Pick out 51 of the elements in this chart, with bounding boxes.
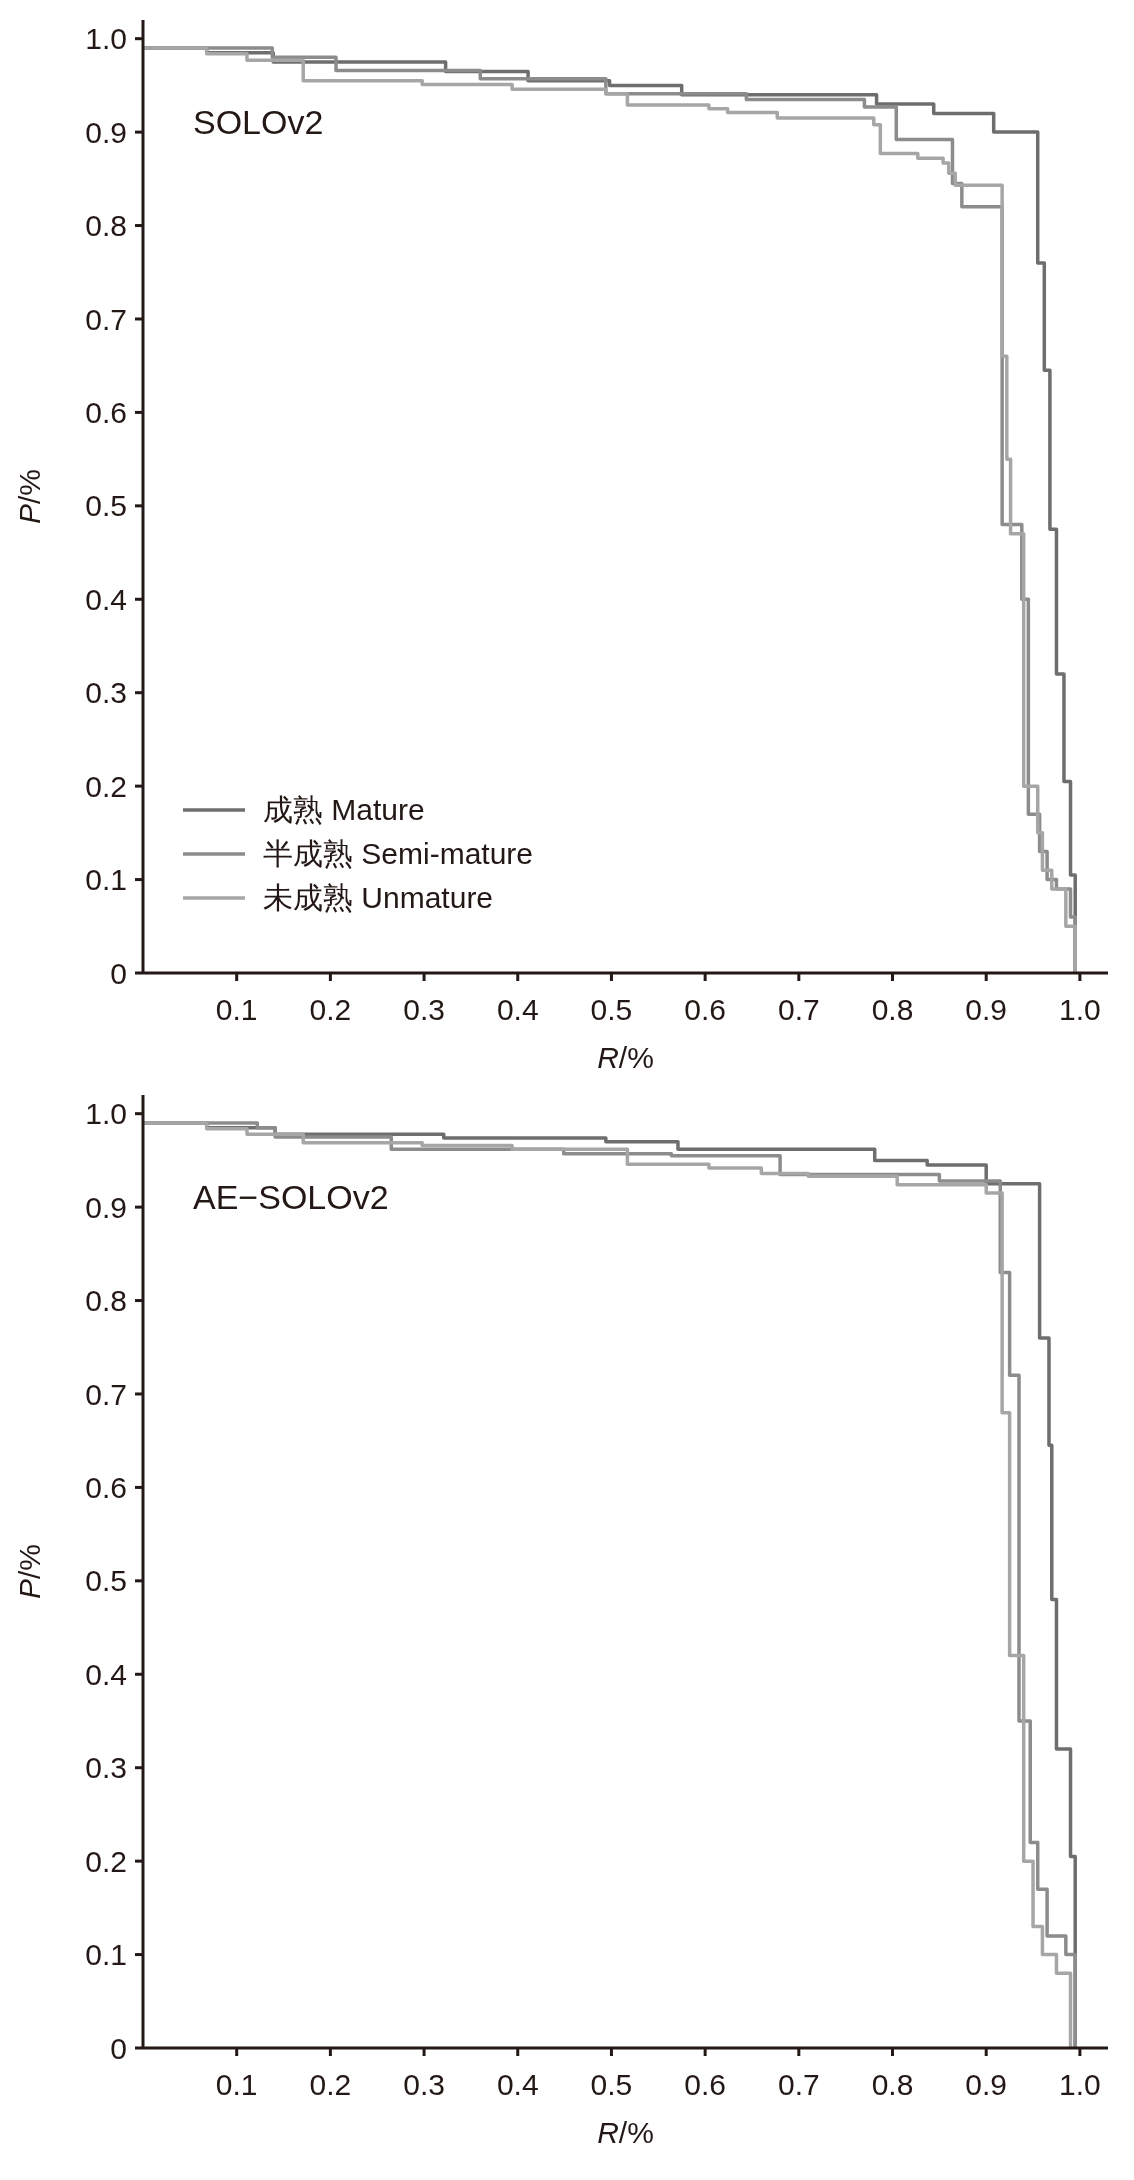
legend-label: 未成熟 Unmature: [263, 879, 494, 916]
y-tick-label: 1.0: [85, 22, 127, 56]
x-tick-label: 0.9: [965, 993, 1008, 1027]
y-tick-label: 0.7: [85, 1377, 127, 1411]
x-tick-label: 0.9: [965, 2068, 1008, 2102]
x-tick-label: 0.4: [496, 993, 539, 1027]
x-tick-label: 0.3: [403, 2068, 445, 2102]
x-tick-label: 0.1: [215, 993, 258, 1027]
y-tick-label: 1.0: [85, 1097, 127, 1131]
y-tick-label: 0.9: [85, 115, 127, 149]
annotation: AE−SOLOv2: [193, 1178, 389, 1217]
x-tick-label: 0.5: [590, 2068, 633, 2102]
legend-label: 成熟 Mature: [263, 791, 425, 828]
y-tick-label: 0: [110, 2031, 127, 2065]
y-tick-label: 0.2: [85, 769, 127, 803]
x-tick-label: 0.8: [871, 2068, 914, 2102]
x-tick-label: 1.0: [1059, 2068, 1101, 2102]
y-tick-label: 0.4: [85, 1657, 127, 1691]
y-tick-label: 0.8: [85, 209, 127, 243]
y-tick-label: 0.5: [85, 1564, 127, 1598]
y-axis-title: P/%: [13, 468, 46, 525]
x-tick-label: 0.2: [309, 993, 352, 1027]
annotation: SOLOv2: [193, 103, 324, 142]
x-tick-label: 0.4: [496, 2068, 539, 2102]
x-tick-label: 0.3: [403, 993, 445, 1027]
x-tick-label: 0.2: [309, 2068, 352, 2102]
y-tick-label: 0.4: [85, 582, 127, 616]
y-tick-label: 0.6: [85, 1471, 127, 1505]
x-axis-title: R/%: [597, 2116, 654, 2149]
y-tick-label: 0.3: [85, 1751, 127, 1785]
y-tick-label: 0.3: [85, 676, 127, 710]
x-axis-title: R/%: [597, 1041, 654, 1074]
y-tick-label: 0.9: [85, 1190, 127, 1224]
x-tick-label: 0.5: [590, 993, 633, 1027]
x-tick-label: 0.1: [215, 2068, 258, 2102]
y-tick-label: 0.1: [85, 1938, 127, 1972]
y-tick-label: 0: [110, 956, 127, 990]
x-tick-label: 0.7: [777, 993, 820, 1027]
legend-label: 半成熟 Semi-mature: [263, 835, 534, 872]
y-tick-label: 0.2: [85, 1844, 127, 1878]
x-tick-label: 1.0: [1059, 993, 1101, 1027]
y-tick-label: 0.7: [85, 302, 127, 336]
x-tick-label: 0.7: [777, 2068, 820, 2102]
x-tick-label: 0.8: [871, 993, 914, 1027]
y-tick-label: 0.8: [85, 1284, 127, 1318]
y-axis-title: P/%: [13, 1543, 46, 1600]
x-tick-label: 0.6: [684, 993, 726, 1027]
y-tick-label: 0.6: [85, 396, 127, 430]
x-tick-label: 0.6: [684, 2068, 726, 2102]
y-tick-label: 0.1: [85, 863, 127, 897]
y-tick-label: 0.5: [85, 489, 127, 523]
